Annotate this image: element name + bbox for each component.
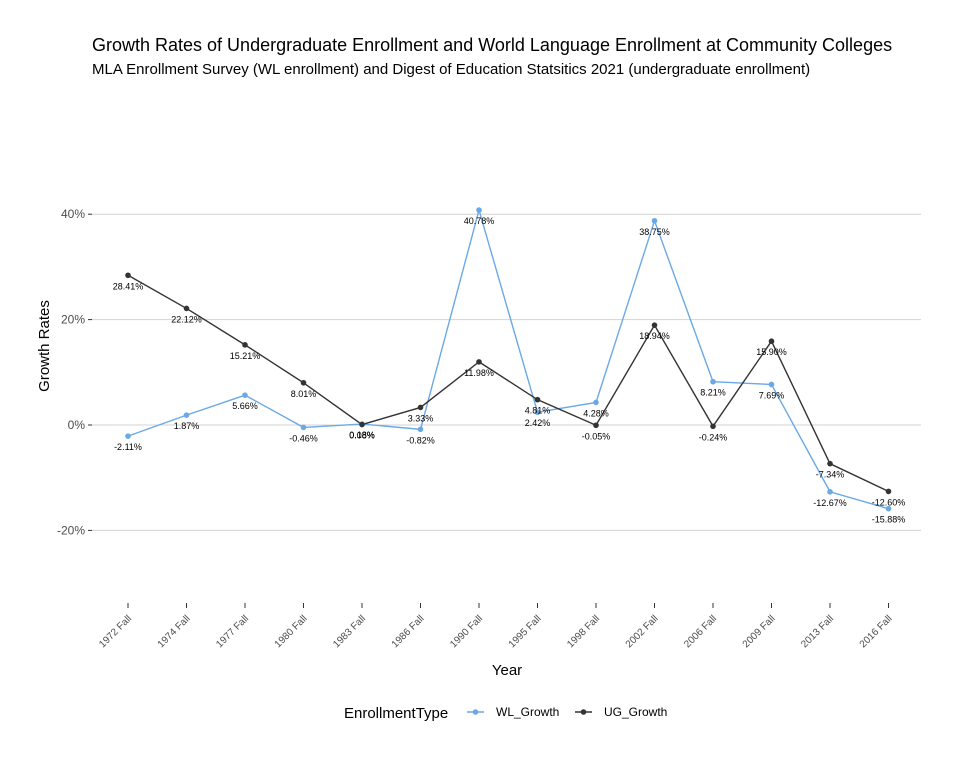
data-label-UG_Growth: -0.24% (699, 432, 728, 442)
data-label-WL_Growth: -2.11% (114, 442, 142, 452)
y-axis: -20% 0% 20% 40% (57, 207, 92, 537)
data-label-UG_Growth: 18.94% (639, 331, 670, 341)
y-tick-label: 0% (68, 418, 86, 432)
data-label-WL_Growth: 0.18% (349, 430, 375, 440)
data-point-UG_Growth (300, 379, 307, 386)
chart-title: Growth Rates of Undergraduate Enrollment… (92, 35, 893, 55)
data-label-WL_Growth: -0.82% (406, 435, 435, 445)
data-label-UG_Growth: -12.60% (872, 497, 906, 507)
data-label-UG_Growth: 15.90% (756, 347, 787, 357)
data-point-UG_Growth (534, 396, 541, 403)
legend-title: EnrollmentType (344, 705, 448, 722)
data-labels: -2.11% 1.87% 5.66% -0.46% 0.18% -0.82% 40.78% 2… (113, 216, 906, 525)
x-tick-label: 2013 Fall (799, 613, 836, 650)
data-point-WL_Growth (417, 426, 424, 433)
x-tick-label: 2006 Fall (682, 613, 719, 650)
data-point-WL_Growth (768, 381, 775, 388)
chart-subtitle: MLA Enrollment Survey (WL enrollment) an… (92, 61, 811, 78)
x-tick-label: 2002 Fall (624, 613, 661, 650)
data-label-WL_Growth: 7.69% (759, 390, 785, 400)
legend: EnrollmentType WL_Growth UG_Growth (344, 705, 667, 722)
data-label-UG_Growth: 22.12% (171, 314, 202, 324)
data-label-UG_Growth: 11.98% (464, 368, 494, 378)
data-label-UG_Growth: -0.05% (582, 431, 611, 441)
data-point-WL_Growth (476, 207, 482, 213)
data-point-UG_Growth (476, 359, 482, 365)
data-label-UG_Growth: 0.08% (349, 431, 375, 441)
legend-key-point (472, 709, 479, 715)
data-label-UG_Growth: 8.01% (291, 389, 317, 399)
x-tick-label: 1980 Fall (273, 613, 310, 650)
data-label-WL_Growth: 1.87% (174, 421, 200, 431)
x-axis-title: Year (492, 662, 522, 679)
data-label-WL_Growth: 5.66% (232, 401, 258, 411)
data-point-UG_Growth (359, 421, 365, 428)
y-tick-label: 20% (61, 313, 85, 327)
data-point-UG_Growth (242, 342, 248, 348)
legend-label: WL_Growth (496, 705, 559, 719)
data-label-WL_Growth: 4.28% (583, 408, 609, 418)
data-label-WL_Growth: 40.78% (464, 216, 495, 226)
data-point-WL_Growth (125, 433, 131, 439)
x-tick-label: 1995 Fall (507, 613, 544, 650)
x-axis: 1972 Fall 1974 Fall 1977 Fall 1980 Fall 1983… (97, 603, 895, 650)
series-line-WL_Growth (127, 207, 889, 510)
data-point-UG_Growth (768, 338, 775, 345)
series-lines (127, 207, 889, 510)
data-label-WL_Growth: -15.88% (872, 515, 906, 525)
x-tick-label: 1974 Fall (156, 613, 193, 650)
gridlines (92, 213, 921, 531)
data-label-UG_Growth: 4.81% (525, 406, 551, 416)
x-tick-label: 2016 Fall (858, 613, 895, 650)
data-point-WL_Growth (593, 399, 599, 406)
data-label-WL_Growth: -0.46% (289, 433, 318, 443)
y-tick-label: 40% (61, 207, 85, 221)
x-tick-label: 1998 Fall (565, 613, 602, 650)
data-point-WL_Growth (242, 392, 248, 398)
data-point-UG_Growth (885, 488, 892, 495)
data-point-UG_Growth (710, 423, 716, 430)
legend-label: UG_Growth (604, 705, 667, 719)
data-point-WL_Growth (885, 505, 892, 512)
data-point-UG_Growth (651, 322, 658, 328)
legend-key-point (580, 709, 587, 715)
x-tick-label: 1972 Fall (97, 613, 134, 650)
x-tick-label: 1990 Fall (448, 613, 485, 650)
y-axis-title: Growth Rates (36, 300, 53, 392)
data-point-WL_Growth (651, 217, 658, 224)
data-label-WL_Growth: 38.75% (639, 227, 670, 237)
x-tick-label: 2009 Fall (741, 613, 778, 650)
data-label-WL_Growth: 8.21% (700, 388, 726, 398)
data-point-WL_Growth (300, 424, 307, 431)
data-point-WL_Growth (183, 412, 190, 418)
series-line-UG_Growth (127, 274, 889, 493)
data-label-UG_Growth: 28.41% (113, 281, 144, 291)
data-point-WL_Growth (827, 488, 833, 495)
data-label-WL_Growth: -12.67% (813, 498, 847, 508)
data-label-UG_Growth: 15.21% (230, 351, 261, 361)
data-point-WL_Growth (710, 378, 716, 385)
y-tick-label: -20% (57, 523, 85, 537)
series-points (125, 207, 892, 512)
x-tick-label: 1986 Fall (390, 613, 427, 650)
data-label-UG_Growth: -7.34% (816, 470, 845, 480)
data-point-UG_Growth (593, 422, 599, 429)
data-point-WL_Growth (534, 409, 541, 416)
data-label-WL_Growth: 2.42% (525, 418, 551, 428)
data-point-UG_Growth (827, 460, 833, 467)
data-point-UG_Growth (125, 272, 131, 279)
data-point-UG_Growth (183, 305, 190, 312)
data-label-UG_Growth: 3.33% (408, 413, 434, 423)
x-tick-label: 1983 Fall (331, 613, 368, 650)
x-tick-label: 1977 Fall (214, 613, 251, 650)
data-point-UG_Growth (417, 404, 424, 411)
